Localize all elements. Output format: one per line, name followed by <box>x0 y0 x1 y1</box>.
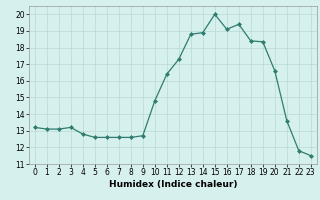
X-axis label: Humidex (Indice chaleur): Humidex (Indice chaleur) <box>108 180 237 189</box>
